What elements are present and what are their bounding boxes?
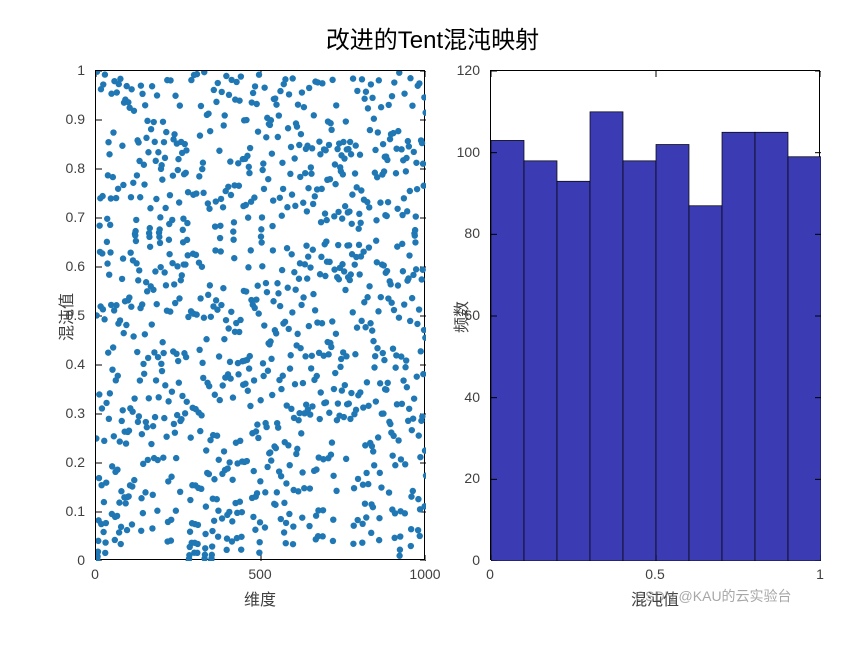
scatter-panel — [95, 70, 425, 560]
scatter-plot — [96, 71, 426, 561]
histogram-xtick-label: 1 — [816, 566, 824, 582]
scatter-xlabel: 维度 — [95, 586, 425, 610]
histogram-bar — [491, 140, 524, 561]
histogram-panel — [490, 70, 820, 560]
histogram-ylabel: 频数 — [448, 287, 472, 347]
histogram-bar — [557, 181, 590, 561]
scatter-xtick-label: 500 — [248, 566, 271, 582]
histogram-bar — [590, 112, 623, 561]
histogram-xtick-label: 0.5 — [645, 566, 664, 582]
histogram-plot — [491, 71, 821, 561]
histogram-bar — [524, 161, 557, 561]
scatter-xtick-label: 1000 — [409, 566, 440, 582]
histogram-bar — [623, 161, 656, 561]
scatter-xtick-label: 0 — [91, 566, 99, 582]
histogram-bar — [722, 132, 755, 561]
histogram-bar — [788, 157, 821, 561]
scatter-ylabel: 混沌值 — [53, 287, 77, 347]
histogram-bar — [689, 206, 722, 561]
watermark: CSDN @KAU的云实验台 — [635, 586, 792, 606]
histogram-bar — [656, 145, 689, 562]
figure: 改进的Tent混沌映射 05001000 00.10.20.30.40.50.6… — [0, 0, 865, 649]
histogram-bar — [755, 132, 788, 561]
histogram-xtick-label: 0 — [486, 566, 494, 582]
figure-title: 改进的Tent混沌映射 — [0, 20, 865, 55]
